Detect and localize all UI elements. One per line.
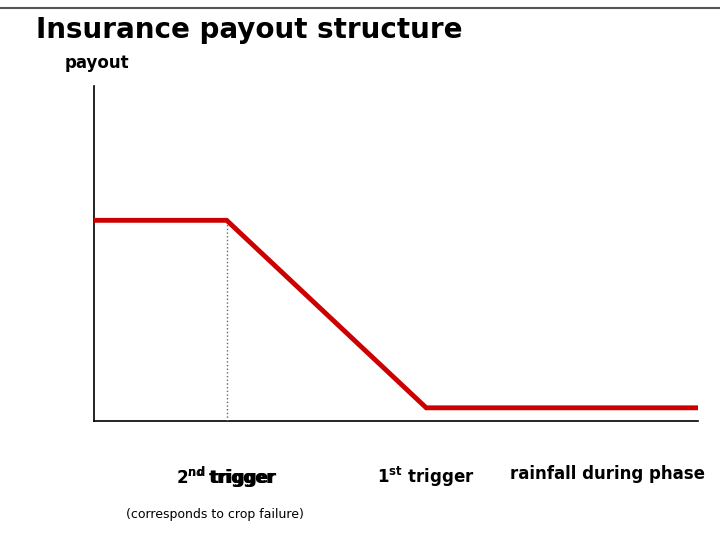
- Text: rainfall during phase: rainfall during phase: [510, 465, 705, 483]
- Text: $2^{nd}$ trigger: $2^{nd}$ trigger: [177, 465, 276, 490]
- Text: $\mathbf{1^{st}}$ trigger: $\mathbf{1^{st}}$ trigger: [377, 465, 475, 489]
- Text: Insurance payout structure: Insurance payout structure: [36, 16, 462, 44]
- Text: payout: payout: [65, 54, 130, 72]
- Text: (corresponds to crop failure): (corresponds to crop failure): [125, 508, 304, 521]
- Text: $\mathbf{2^{nd}}$ trigger: $\mathbf{2^{nd}}$ trigger: [176, 465, 277, 490]
